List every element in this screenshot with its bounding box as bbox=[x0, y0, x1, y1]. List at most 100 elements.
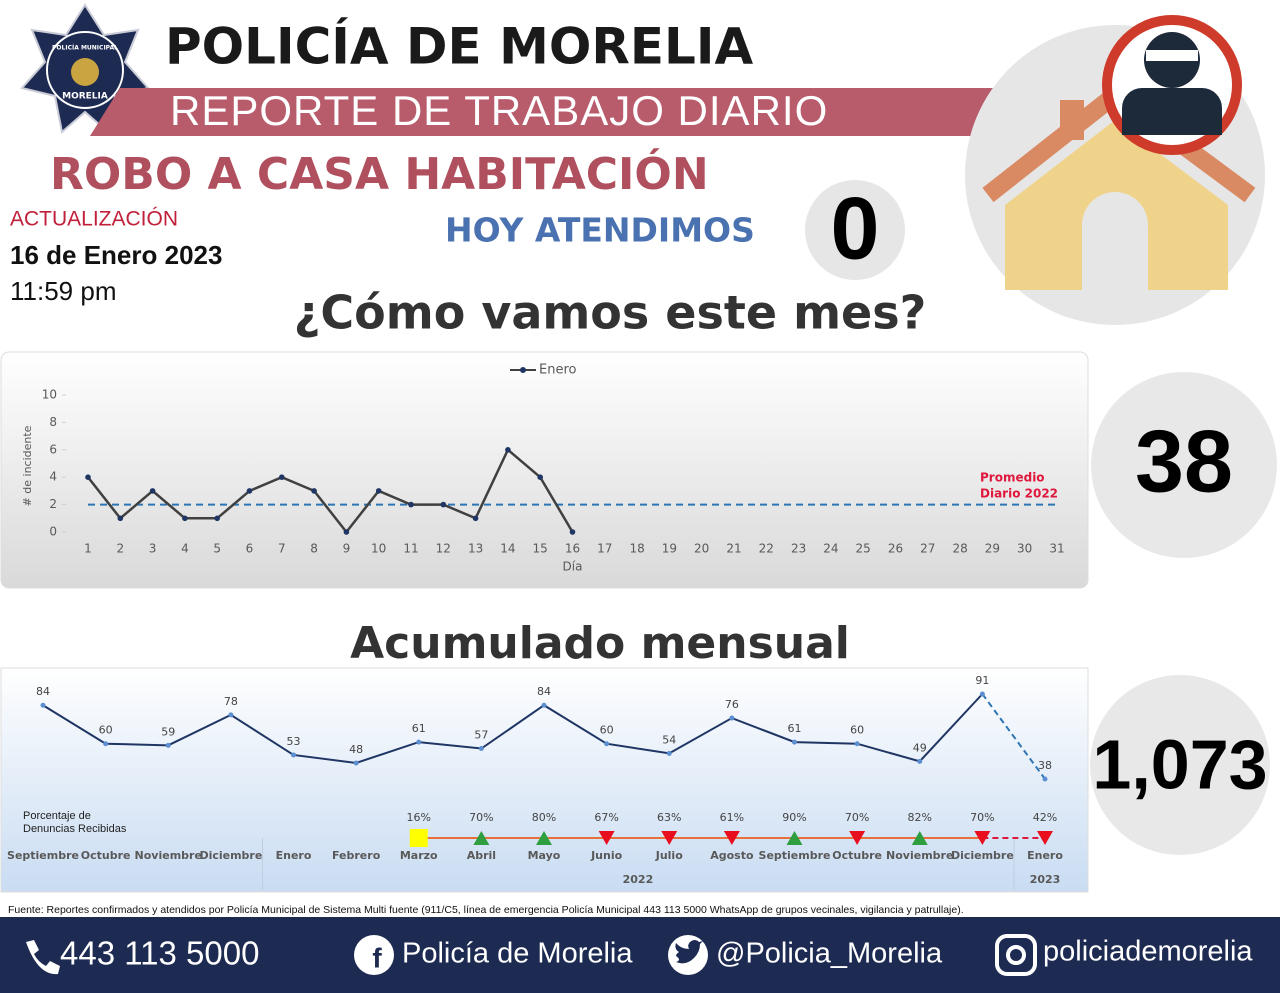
chart1-panel bbox=[0, 351, 1089, 589]
percent-label: 42% bbox=[1033, 811, 1057, 824]
x-tick-label: 24 bbox=[823, 542, 838, 556]
value-label: 60 bbox=[99, 724, 113, 737]
point bbox=[291, 752, 296, 758]
percent-label: 82% bbox=[908, 811, 932, 824]
x-tick-label: 5 bbox=[213, 542, 221, 556]
percent-label: 70% bbox=[970, 811, 994, 824]
x-tick-label: Marzo bbox=[400, 849, 438, 862]
x-tick-label: 11 bbox=[403, 542, 418, 556]
x-tick-label: Diciembre bbox=[199, 849, 262, 862]
x-tick-label: 31 bbox=[1049, 542, 1064, 556]
badge-top: POLICÍA MUNICIPAL bbox=[52, 44, 118, 52]
value-label: 49 bbox=[913, 741, 927, 754]
point bbox=[353, 760, 359, 766]
x-tick-label: 1 bbox=[84, 542, 92, 556]
badge-shield bbox=[71, 58, 99, 86]
value-label: 60 bbox=[850, 724, 864, 737]
year-label: 2022 bbox=[623, 873, 654, 886]
percent-marker bbox=[723, 831, 740, 845]
point bbox=[666, 750, 672, 756]
x-tick-label: 22 bbox=[759, 542, 774, 556]
point bbox=[505, 447, 511, 453]
x-tick-label: Octubre bbox=[81, 849, 131, 862]
percent-marker bbox=[1037, 831, 1053, 845]
footer bbox=[0, 917, 1280, 993]
percent-label: 90% bbox=[782, 811, 806, 824]
percent-label: 70% bbox=[845, 811, 869, 824]
cumulative-total: 1,073 bbox=[1092, 725, 1267, 803]
facebook-icon bbox=[354, 935, 394, 975]
value-label: 61 bbox=[788, 722, 802, 735]
x-tick-label: 25 bbox=[856, 542, 871, 556]
subtitle: REPORTE DE TRABAJO DIARIO bbox=[170, 87, 828, 134]
percent-label: 16% bbox=[407, 811, 431, 824]
burglar-body bbox=[1122, 88, 1222, 135]
percent-marker bbox=[536, 831, 552, 845]
value-label: 84 bbox=[537, 685, 551, 698]
point bbox=[979, 691, 985, 697]
value-label: 38 bbox=[1038, 759, 1052, 772]
x-tick-label: 17 bbox=[597, 542, 612, 556]
percent-label: 61% bbox=[720, 811, 744, 824]
update-label: ACTUALIZACIÓN bbox=[10, 208, 178, 231]
x-axis-label: Día bbox=[563, 560, 583, 574]
value-label: 84 bbox=[36, 685, 50, 698]
x-tick-label: Septiembre bbox=[759, 849, 831, 862]
subtitle-band bbox=[90, 88, 1005, 136]
x-tick-label: 21 bbox=[726, 542, 741, 556]
x-tick-label: Agosto bbox=[710, 849, 754, 862]
legend-label: Enero bbox=[539, 363, 577, 378]
point bbox=[440, 501, 447, 508]
twitter-bird bbox=[675, 940, 703, 964]
x-tick-label: 3 bbox=[149, 542, 157, 556]
today-label: HOY ATENDIMOS bbox=[445, 211, 755, 250]
y-tick-label: 2 bbox=[49, 497, 57, 511]
today-circle bbox=[805, 180, 905, 280]
x-tick-label: 2 bbox=[116, 542, 124, 556]
footer-twitter: @Policia_Morelia bbox=[716, 938, 943, 970]
value-label: 57 bbox=[474, 729, 488, 742]
point bbox=[182, 515, 188, 522]
year-label: 2023 bbox=[1030, 873, 1061, 886]
x-tick-label: Enero bbox=[276, 849, 312, 862]
percent-marker bbox=[473, 831, 490, 845]
update-date: 16 de Enero 2023 bbox=[10, 240, 222, 270]
x-tick-label: 19 bbox=[662, 542, 677, 556]
x-tick-label: Junio bbox=[590, 849, 623, 862]
point bbox=[117, 515, 124, 522]
value-label: 76 bbox=[725, 698, 739, 711]
legend-dot bbox=[520, 367, 526, 373]
point bbox=[569, 529, 576, 535]
point bbox=[165, 742, 171, 748]
series-line bbox=[42, 693, 984, 764]
x-tick-label: 7 bbox=[278, 542, 286, 556]
x-tick-label: 20 bbox=[694, 542, 709, 556]
x-tick-label: 14 bbox=[500, 542, 515, 556]
percent-marker bbox=[409, 829, 428, 847]
x-tick-label: 29 bbox=[985, 542, 1000, 556]
footer-facebook: Policía de Morelia bbox=[402, 938, 633, 970]
cumulative-circle bbox=[1090, 675, 1270, 855]
x-tick-label: Enero bbox=[1027, 849, 1063, 862]
point bbox=[472, 515, 479, 522]
percent-name: Porcentaje de bbox=[23, 810, 91, 822]
month-question: ¿Cómo vamos este mes? bbox=[294, 286, 927, 340]
x-tick-label: Diciembre bbox=[951, 849, 1014, 862]
phone-icon bbox=[26, 940, 60, 975]
x-tick-label: 26 bbox=[888, 542, 903, 556]
x-tick-label: 12 bbox=[436, 542, 451, 556]
month-total-circle bbox=[1091, 372, 1277, 558]
x-tick-label: 23 bbox=[791, 542, 806, 556]
point bbox=[103, 741, 109, 747]
series-line-dashed bbox=[981, 693, 1046, 780]
chimney bbox=[1060, 100, 1084, 140]
x-tick-label: 4 bbox=[181, 542, 189, 556]
y-tick-label: 8 bbox=[49, 415, 57, 429]
instagram-lens bbox=[1006, 945, 1026, 965]
today-value: 0 bbox=[831, 178, 880, 277]
point bbox=[792, 739, 797, 745]
point bbox=[917, 758, 923, 764]
point bbox=[541, 702, 547, 708]
point bbox=[408, 501, 414, 508]
value-label: 53 bbox=[287, 735, 301, 748]
